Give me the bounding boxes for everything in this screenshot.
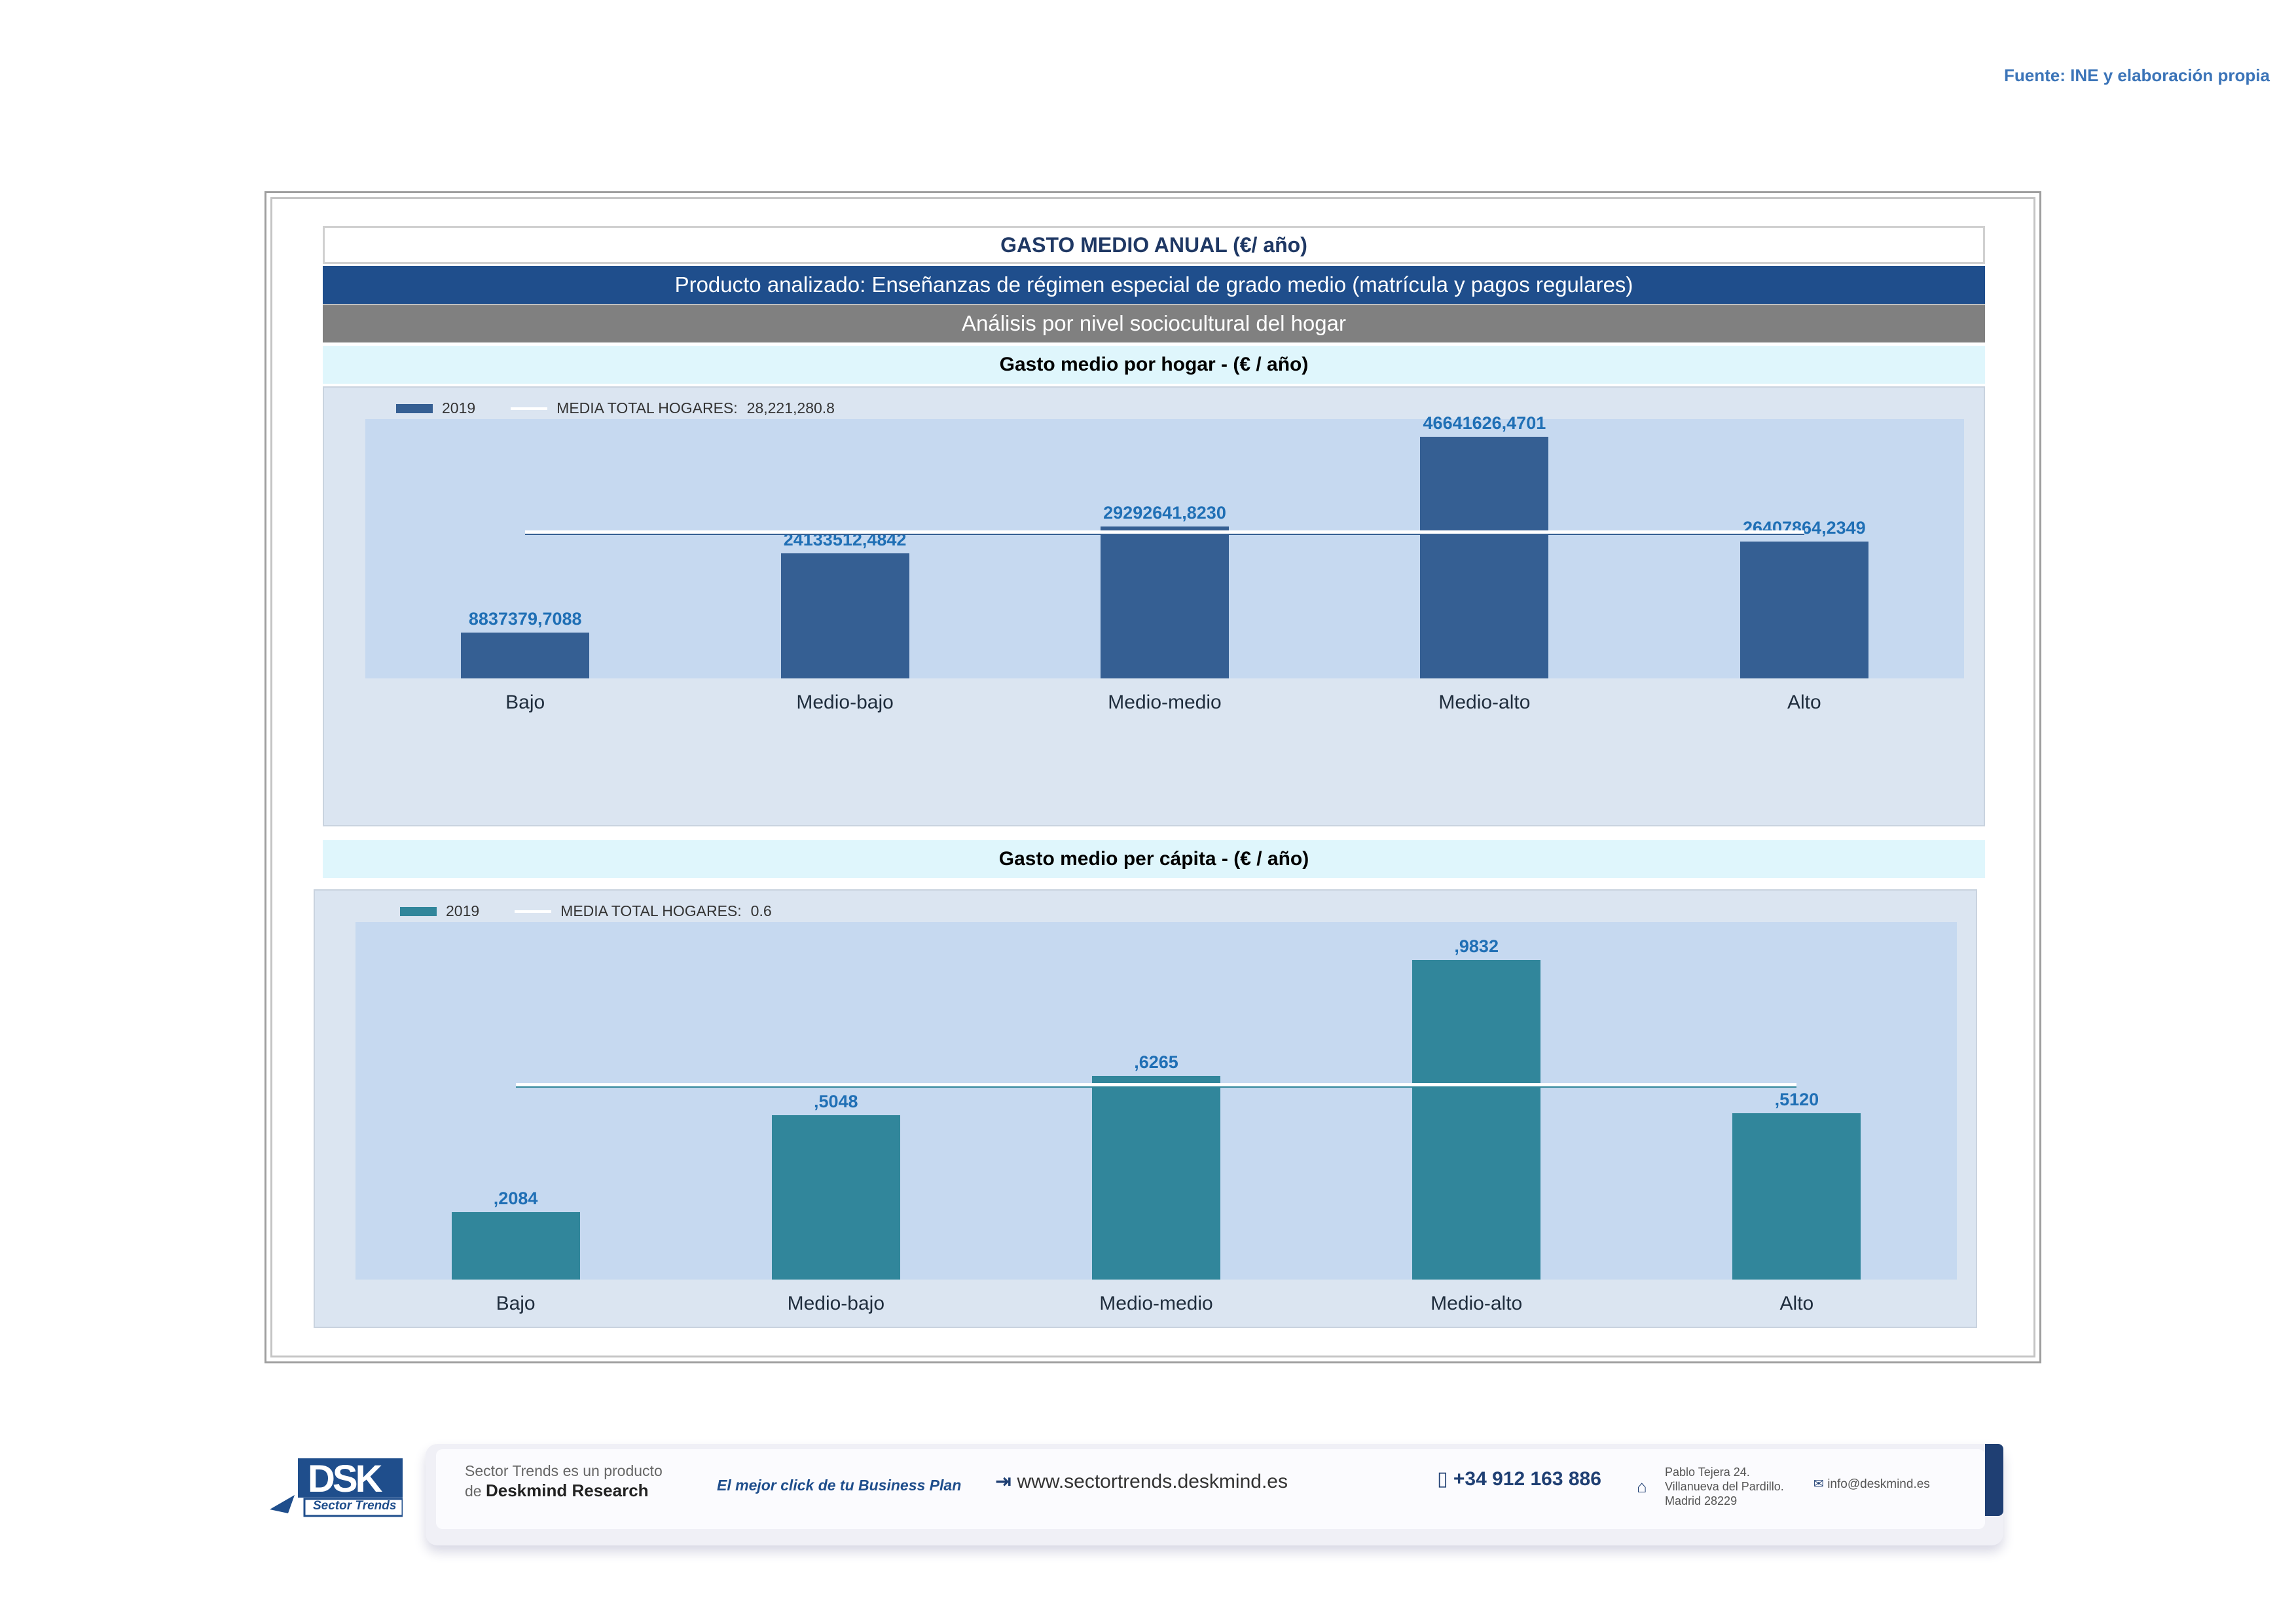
source-note: Fuente: INE y elaboración propia: [2004, 65, 2270, 85]
bar-medio-alto: [1420, 437, 1549, 678]
category-label: Medio-medio: [1099, 1293, 1213, 1314]
legend-mean-label: MEDIA TOTAL HOGARES:: [556, 399, 738, 416]
category-label: Medio-alto: [1438, 692, 1531, 713]
address-line: Madrid 28229: [1665, 1494, 1738, 1507]
mean-line: [525, 530, 1804, 534]
bar-value-label: ,6265: [1134, 1052, 1178, 1072]
bar-value-label: ,9832: [1454, 936, 1499, 956]
chart2-title: Gasto medio per cápita - (€ / año): [323, 840, 1985, 878]
footer-phone: +34 912 163 886: [1453, 1468, 1601, 1490]
footer-brand: Deskmind Research: [485, 1481, 649, 1500]
chart1-panel: 2019 MEDIA TOTAL HOGARES: 28,221,280.8 8…: [323, 386, 1985, 826]
bar-alto: [1740, 542, 1868, 678]
logo-subtext: Sector Trends: [313, 1499, 397, 1513]
bar-value-label: 29292641,8230: [1103, 503, 1226, 523]
category-label: Medio-bajo: [787, 1293, 885, 1314]
legend-swatch-mean: [511, 407, 548, 410]
address-line: Villanueva del Pardillo.: [1665, 1480, 1784, 1493]
category-label: Alto: [1779, 1293, 1814, 1314]
phone-icon: ▯: [1437, 1468, 1448, 1490]
chart1-title: Gasto medio por hogar - (€ / año): [323, 346, 1985, 384]
legend-series-label: 2019: [446, 902, 480, 919]
bar-medio-medio: [1092, 1076, 1220, 1280]
category-label: Medio-bajo: [796, 692, 894, 713]
footer-edge: [1985, 1444, 2003, 1516]
dsk-logo: DSK Sector Trends: [268, 1457, 404, 1519]
bar-value-label: ,2084: [493, 1189, 538, 1208]
address-line: Pablo Tejera 24.: [1665, 1466, 1750, 1479]
bar-value-label: ,5048: [814, 1092, 858, 1111]
chart2-panel: 2019 MEDIA TOTAL HOGARES: 0.6 ,2084 Bajo,…: [314, 889, 1977, 1328]
footer-by-line: de Deskmind Research: [465, 1481, 649, 1501]
footer-by-prefix: de: [465, 1483, 482, 1500]
bar-medio-medio: [1101, 526, 1229, 678]
chart2-legend: 2019 MEDIA TOTAL HOGARES: 0.6: [400, 902, 772, 920]
legend-swatch-bar: [396, 403, 433, 413]
legend-swatch-mean: [515, 910, 552, 913]
footer-email: info@deskmind.es: [1827, 1477, 1930, 1491]
footer-slogan: El mejor click de tu Business Plan: [717, 1477, 962, 1494]
home-icon: ⌂: [1637, 1477, 1647, 1496]
mail-icon: ✉: [1813, 1477, 1824, 1491]
footer-website-link[interactable]: ⇥ www.sectortrends.deskmind.es: [995, 1470, 1288, 1493]
footer-inner: [436, 1449, 1985, 1529]
footer-website: www.sectortrends.deskmind.es: [1017, 1471, 1288, 1492]
logo-text: DSK: [308, 1458, 382, 1500]
category-label: Alto: [1787, 692, 1821, 713]
legend-mean-value: 28,221,280.8: [746, 399, 835, 416]
bar-value-label: ,5120: [1774, 1090, 1819, 1109]
footer-email-link[interactable]: ✉ info@deskmind.es: [1813, 1477, 1930, 1492]
footer-phone-link[interactable]: ▯ +34 912 163 886: [1437, 1467, 1601, 1490]
legend-swatch-bar: [400, 906, 437, 916]
bar-value-label: 46641626,4701: [1423, 413, 1546, 433]
mean-line: [515, 1083, 1797, 1086]
legend-series-label: 2019: [442, 399, 476, 416]
category-label: Bajo: [496, 1293, 536, 1314]
legend-mean-value: 0.6: [750, 902, 772, 919]
bar-alto: [1732, 1113, 1861, 1280]
category-label: Bajo: [505, 692, 545, 713]
report-title: GASTO MEDIO ANUAL (€/ año): [323, 226, 1985, 264]
bar-bajo: [461, 633, 590, 678]
bar-value-label: 26407864,2349: [1742, 518, 1866, 538]
footer-banner: Sector Trends es un producto de Deskmind…: [426, 1444, 2003, 1545]
bar-medio-bajo: [780, 553, 909, 678]
arrow-in-icon: ⇥: [995, 1471, 1012, 1492]
legend-mean-label: MEDIA TOTAL HOGARES:: [560, 902, 742, 919]
bar-value-label: 8837379,7088: [468, 609, 582, 629]
product-banner: Producto analizado: Enseñanzas de régime…: [323, 266, 1985, 304]
bar-bajo: [451, 1212, 580, 1280]
bar-medio-bajo: [771, 1115, 900, 1280]
category-label: Medio-alto: [1430, 1293, 1523, 1314]
analysis-banner: Análisis por nivel sociocultural del hog…: [323, 304, 1985, 342]
category-label: Medio-medio: [1108, 692, 1222, 713]
footer-address: Pablo Tejera 24. Villanueva del Pardillo…: [1665, 1465, 1784, 1508]
bar-medio-alto: [1412, 960, 1541, 1280]
chart1-legend: 2019 MEDIA TOTAL HOGARES: 28,221,280.8: [396, 399, 835, 417]
footer-product-line: Sector Trends es un producto: [465, 1462, 663, 1479]
